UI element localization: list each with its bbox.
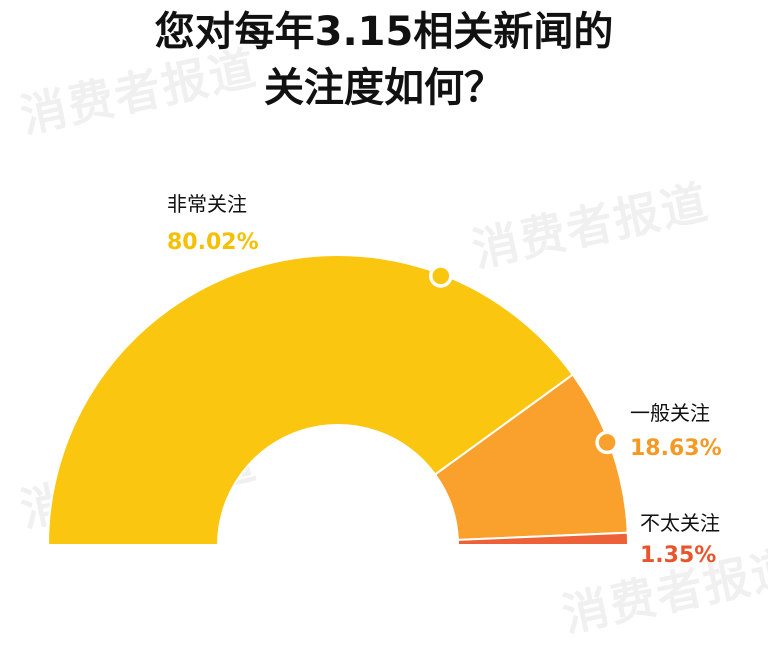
chart-labels: 非常关注 80.02% 一般关注 18.63% 不太关注 1.35% bbox=[167, 192, 722, 568]
chart-title: 您对每年3.15相关新闻的 关注度如何？ bbox=[0, 4, 768, 116]
slice-value-3: 1.35% bbox=[640, 543, 716, 568]
slice-1 bbox=[46, 254, 575, 546]
chart-title-line-1: 您对每年3.15相关新闻的 bbox=[154, 9, 614, 55]
slice-marker-1 bbox=[429, 264, 453, 288]
chart-title-line-2: 关注度如何？ bbox=[264, 65, 504, 111]
slice-label-3: 不太关注 bbox=[640, 511, 720, 535]
slice-3 bbox=[456, 531, 630, 546]
chart-markers bbox=[429, 264, 619, 455]
slice-marker-2 bbox=[595, 430, 619, 455]
slice-label-2: 一般关注 bbox=[630, 401, 710, 425]
slice-value-1: 80.02% bbox=[167, 230, 259, 255]
slice-value-2: 18.63% bbox=[630, 436, 722, 461]
chart-slices bbox=[46, 254, 630, 546]
semi-donut-chart: 非常关注 80.02% 一般关注 18.63% 不太关注 1.35% bbox=[46, 192, 722, 568]
slice-label-1: 非常关注 bbox=[167, 192, 247, 216]
